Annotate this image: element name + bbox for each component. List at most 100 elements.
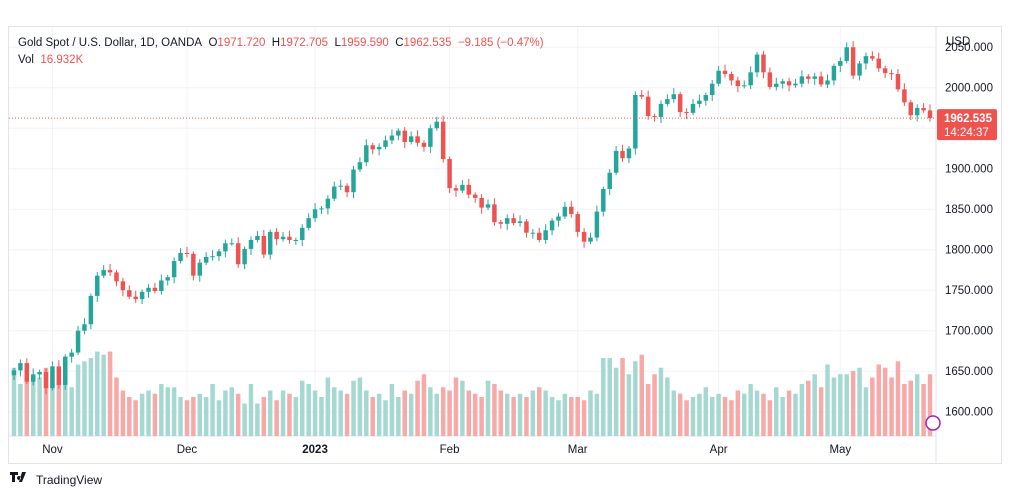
candle-body: [729, 73, 734, 81]
candle-body: [261, 235, 267, 255]
candle-body: [844, 47, 849, 62]
candle-body: [364, 145, 369, 163]
candle-body: [75, 330, 81, 353]
volume-bar: [825, 364, 830, 436]
volume-bar: [613, 367, 619, 436]
candle-body: [466, 184, 472, 195]
volume-bar: [261, 397, 267, 436]
candle-body: [671, 94, 677, 100]
candle-body: [18, 363, 23, 371]
volume-bar: [588, 390, 593, 436]
candle-body: [927, 110, 933, 119]
candle-body: [684, 112, 689, 114]
volume-bar: [421, 374, 427, 436]
candle-body: [863, 56, 869, 64]
candle-body: [460, 184, 465, 191]
volume-bar: [460, 380, 465, 436]
candle-body: [120, 281, 126, 291]
candle-body: [472, 194, 478, 198]
volume-bar: [549, 397, 555, 436]
candle-body: [306, 218, 311, 228]
volume-bar: [428, 387, 433, 436]
volume-bar: [889, 377, 894, 436]
volume-bar: [838, 374, 843, 436]
candle-body: [63, 356, 68, 385]
volume-bar: [806, 380, 811, 436]
volume-bar: [30, 374, 36, 436]
volume-bar: [114, 377, 119, 436]
candle-body: [376, 146, 382, 150]
candle-body: [556, 216, 561, 221]
volume-bar: [280, 390, 286, 436]
volume-bar: [312, 390, 318, 436]
close-label: C: [395, 37, 404, 49]
candle-body: [300, 227, 305, 241]
volume-bar: [408, 393, 414, 436]
volume-bar: [716, 393, 721, 436]
candle-body: [549, 220, 555, 231]
volume-bar: [537, 387, 542, 436]
events-icon[interactable]: [925, 415, 941, 431]
candle-body: [652, 116, 657, 118]
volume-bar: [524, 397, 529, 436]
candle-body: [658, 103, 664, 117]
x-tick-label: Mar: [568, 444, 588, 456]
symbol-title[interactable]: Gold Spot / U.S. Dollar, 1D, OANDA: [18, 37, 203, 49]
y-tick-label: 2050.000: [945, 42, 993, 54]
chart-legend: Gold Spot / U.S. Dollar, 1D, OANDA O1971…: [18, 35, 544, 69]
volume-bar: [927, 374, 933, 436]
volume-bar: [383, 400, 388, 436]
candle-body: [332, 186, 337, 199]
candle-body: [799, 76, 805, 84]
volume-bar: [882, 367, 888, 436]
tradingview-brand[interactable]: TradingView: [36, 472, 103, 487]
volume-bar: [43, 367, 49, 436]
candle-body: [537, 232, 542, 241]
vol-value: 16.932K: [40, 54, 84, 66]
volume-bar: [479, 397, 484, 436]
candle-body: [780, 81, 785, 84]
low-value: 1959.590: [340, 37, 389, 49]
candle-body: [838, 61, 843, 66]
candle-body: [748, 72, 753, 86]
candle-body: [645, 96, 651, 117]
volume-bar: [24, 371, 30, 436]
volume-bar: [18, 384, 23, 436]
candle-body: [82, 324, 87, 331]
volume-bar: [120, 390, 126, 436]
volume-bar: [741, 393, 747, 436]
candle-body: [101, 269, 106, 276]
volume-bar: [133, 400, 138, 436]
candle-body: [530, 232, 536, 234]
candle-body: [870, 56, 875, 59]
candle-body: [319, 208, 324, 210]
volume-bar: [677, 393, 683, 436]
volume-bar: [870, 377, 875, 436]
candle-body: [774, 83, 779, 87]
candle-body: [914, 107, 920, 116]
volume-bar: [447, 390, 452, 436]
tradingview-logo-icon[interactable]: [10, 472, 30, 487]
volume-bar: [594, 393, 600, 436]
candle-body: [293, 240, 299, 242]
volume-bar: [11, 367, 17, 436]
candle-body: [184, 252, 190, 254]
footer: TradingView: [10, 472, 102, 487]
candle-body: [114, 272, 119, 282]
volume-bar: [440, 387, 446, 436]
x-tick-label: Dec: [177, 444, 198, 456]
volume-bar: [82, 361, 87, 436]
volume-bar: [921, 384, 926, 436]
candle-body: [171, 261, 177, 278]
candle-body: [421, 142, 427, 147]
candle-body: [601, 188, 606, 212]
candle-body: [524, 221, 529, 233]
vol-label[interactable]: Vol: [18, 54, 34, 66]
volume-bar: [293, 397, 299, 436]
volume-bar: [812, 374, 817, 436]
volume-bar: [857, 367, 862, 436]
candle-body: [741, 85, 747, 87]
currency-label: USD: [946, 36, 970, 48]
candle-body: [408, 136, 414, 143]
